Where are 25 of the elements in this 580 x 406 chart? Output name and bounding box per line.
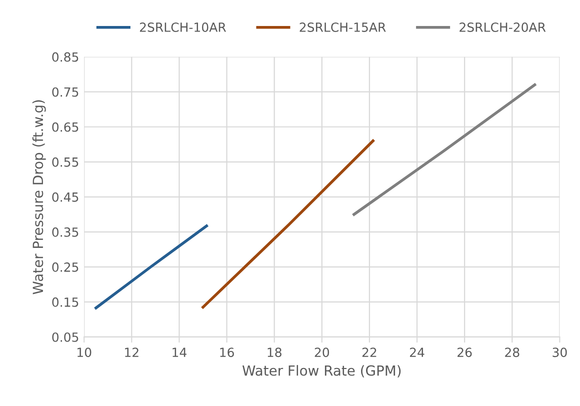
legend-label: 2SRLCH-20AR	[460, 22, 546, 32]
x-tick-label: 30	[552, 348, 567, 358]
x-tick-label: 16	[220, 348, 234, 358]
y-tick-label: 0.05	[52, 332, 78, 342]
x-tick-label: 14	[172, 348, 186, 357]
y-tick-label: 0.65	[52, 122, 78, 132]
x-tick-label: 18	[268, 348, 282, 358]
legend-label: 2SRLCH-10AR	[140, 22, 226, 32]
y-tick-label: 0.35	[52, 227, 78, 237]
y-tick-label: 0.75	[52, 87, 78, 97]
x-tick-label: 20	[314, 348, 330, 358]
legend-label: 2SRLCH-15AR	[300, 22, 386, 32]
x-tick-label: 22	[362, 348, 376, 357]
y-tick-label: 0.55	[52, 157, 78, 167]
x-tick-label: 24	[410, 348, 424, 357]
y-axis-title: Water Pressure Drop (ft.w.g)	[32, 100, 46, 294]
y-tick-label: 0.85	[52, 52, 78, 62]
x-tick-label: 26	[458, 348, 472, 358]
x-tick-label: 12	[125, 348, 138, 357]
y-tick-label: 0.45	[52, 192, 78, 202]
x-axis-title: Water Flow Rate (GPM)	[242, 365, 401, 378]
x-tick-label: 10	[78, 348, 92, 358]
x-tick-label: 28	[505, 348, 520, 358]
y-tick-label: 0.15	[52, 297, 78, 307]
y-tick-label: 0.25	[52, 262, 78, 272]
